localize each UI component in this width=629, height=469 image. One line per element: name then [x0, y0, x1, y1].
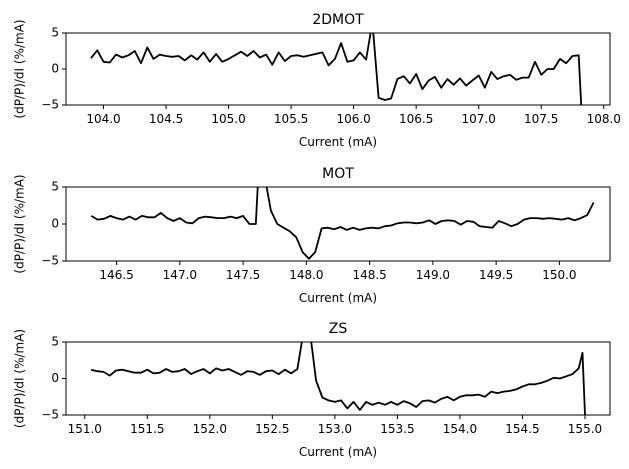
x-tick-label: 147.0 — [163, 268, 197, 282]
x-tick-label: 105.0 — [211, 112, 245, 126]
y-tick-label: −5 — [41, 98, 59, 112]
x-tick-label: 149.0 — [416, 268, 450, 282]
y-axis-label: (dP/P)/dI (%/mA) — [13, 329, 27, 428]
x-tick-label: 152.0 — [193, 422, 227, 436]
x-tick-label: 106.0 — [336, 112, 370, 126]
y-axis-label: (dP/P)/dI (%/mA) — [13, 174, 27, 273]
plot-frame — [65, 341, 611, 416]
x-tick-label: 148.0 — [289, 268, 323, 282]
x-tick-label: 104.5 — [149, 112, 183, 126]
y-tick-label: 0 — [51, 62, 59, 76]
y-ticks: −5 0 5 — [41, 26, 66, 112]
x-tick-label: 105.5 — [274, 112, 308, 126]
x-axis-label: Current (mA) — [299, 445, 377, 459]
chart-title: ZS — [329, 321, 348, 337]
y-tick-label: −5 — [41, 254, 59, 268]
y-tick-label: 5 — [51, 180, 59, 194]
x-tick-label: 150.0 — [542, 268, 576, 282]
y-ticks: −5 0 5 — [41, 335, 66, 422]
series-line — [90, 33, 583, 105]
plot-frame — [65, 32, 611, 106]
x-tick-label: 107.5 — [524, 112, 558, 126]
x-tick-label: 154.0 — [443, 422, 477, 436]
x-tick-label: 151.5 — [130, 422, 164, 436]
x-tick-label: 148.5 — [352, 268, 386, 282]
y-ticks: −5 0 5 — [41, 180, 66, 268]
x-tick-label: 146.5 — [99, 268, 133, 282]
x-tick-label: 153.5 — [380, 422, 414, 436]
chart-2dmot: 2DMOT Current (mA) (dP/P)/dI (%/mA) 104.… — [13, 12, 621, 149]
x-tick-label: 151.0 — [68, 422, 102, 436]
x-tick-label: 152.5 — [255, 422, 289, 436]
plot-frame — [65, 186, 611, 262]
x-axis-label: Current (mA) — [299, 135, 377, 149]
chart-title: 2DMOT — [312, 12, 364, 28]
x-tick-label: 153.0 — [318, 422, 352, 436]
x-ticks: 104.0 104.5 105.0 105.5 106.0 106.5 107.0 107.5… — [86, 105, 621, 126]
y-tick-label: 5 — [51, 335, 59, 349]
y-tick-label: −5 — [41, 408, 59, 422]
y-axis-label: (dP/P)/dI (%/mA) — [13, 19, 27, 118]
y-tick-label: 0 — [51, 371, 59, 385]
x-tick-label: 154.5 — [505, 422, 539, 436]
x-tick-label: 149.5 — [479, 268, 513, 282]
x-axis-label: Current (mA) — [299, 291, 377, 305]
x-ticks: 151.0 151.5 152.0 152.5 153.0 153.5 154.0 154.5… — [68, 415, 602, 436]
x-tick-label: 107.0 — [462, 112, 496, 126]
y-tick-label: 0 — [51, 217, 59, 231]
series-line — [90, 187, 595, 260]
x-tick-label: 108.0 — [587, 112, 621, 126]
y-tick-label: 5 — [51, 26, 59, 40]
x-ticks: 146.5 147.0 147.5 148.0 148.5 149.0 149.5 150.0 — [99, 261, 577, 282]
x-tick-label: 106.5 — [399, 112, 433, 126]
x-tick-label: 104.0 — [86, 112, 120, 126]
chart-mot: MOT Current (mA) (dP/P)/dI (%/mA) 146.5 1… — [13, 166, 611, 305]
x-tick-label: 147.5 — [226, 268, 260, 282]
series-line — [90, 342, 586, 415]
chart-title: MOT — [322, 166, 354, 182]
chart-zs: ZS Current (mA) (dP/P)/dI (%/mA) 151.0 15… — [13, 321, 611, 459]
x-tick-label: 155.0 — [568, 422, 602, 436]
